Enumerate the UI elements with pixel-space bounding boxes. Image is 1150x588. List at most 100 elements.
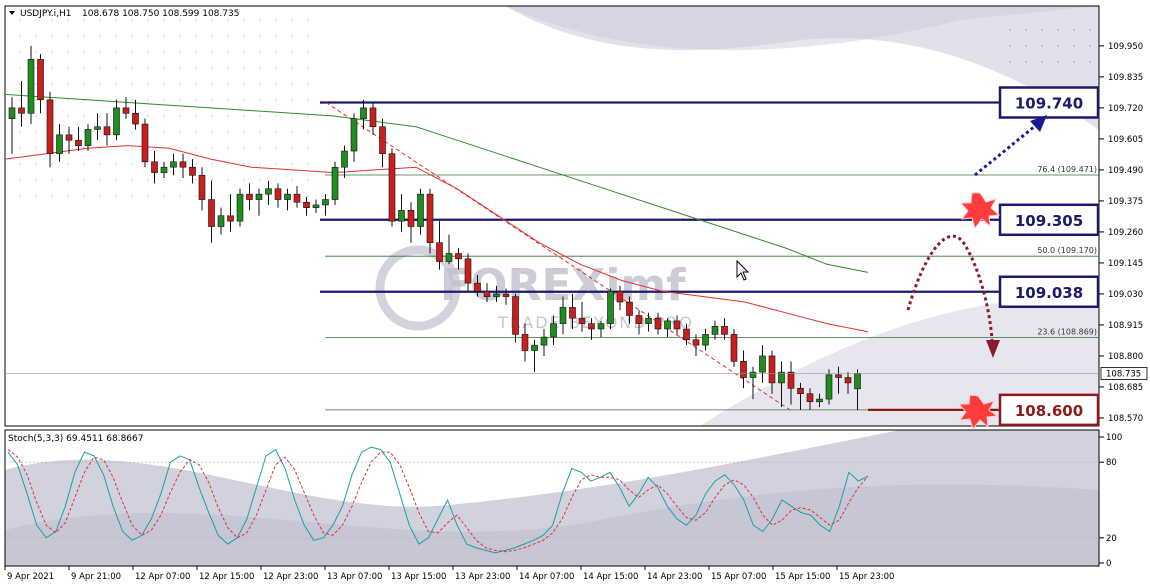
grid-dot bbox=[291, 163, 293, 165]
grid-dot bbox=[51, 35, 53, 37]
grid-dot bbox=[19, 131, 21, 133]
level-label-109.305: 109.305 bbox=[1015, 212, 1083, 230]
candle-body bbox=[550, 323, 557, 338]
candle-body bbox=[664, 320, 671, 330]
grid-dot bbox=[147, 163, 149, 165]
candle-body bbox=[493, 293, 500, 297]
grid-dot bbox=[1009, 45, 1011, 47]
grid-dot bbox=[51, 19, 53, 21]
grid-dot bbox=[179, 99, 181, 101]
grid-dot bbox=[243, 67, 245, 69]
grid-dot bbox=[307, 99, 309, 101]
grid-dot bbox=[35, 179, 37, 181]
level-label-108.600: 108.600 bbox=[1015, 402, 1083, 420]
x-tick-label: 13 Apr 07:00 bbox=[327, 572, 382, 582]
candle-body bbox=[635, 315, 643, 324]
grid-dot bbox=[1089, 45, 1091, 47]
grid-dot bbox=[131, 99, 133, 101]
grid-dot bbox=[307, 35, 309, 37]
candle-body bbox=[588, 323, 595, 330]
candle-body bbox=[208, 199, 215, 227]
y-tick-label: 108.570 bbox=[1108, 414, 1143, 424]
candle-body bbox=[75, 139, 82, 146]
grid-dot bbox=[259, 99, 261, 101]
moving-average-2 bbox=[4, 145, 869, 333]
candle-body bbox=[189, 166, 196, 176]
grid-dot bbox=[51, 51, 53, 53]
grid-dot bbox=[211, 131, 213, 133]
grid-dot bbox=[115, 147, 117, 149]
grid-dot bbox=[35, 99, 37, 101]
grid-dot bbox=[275, 19, 277, 21]
candle-body bbox=[312, 204, 320, 208]
grid-dot bbox=[35, 19, 37, 21]
grid-dot bbox=[67, 99, 69, 101]
candle-body bbox=[455, 253, 462, 260]
stoch-panel-frame bbox=[4, 429, 1100, 567]
candle-body bbox=[236, 193, 244, 222]
y-tick-label: 108.800 bbox=[1108, 352, 1143, 362]
candle-body bbox=[531, 344, 538, 351]
grid-dot bbox=[1025, 45, 1027, 47]
candle-body bbox=[417, 193, 424, 227]
candle-body bbox=[721, 325, 728, 335]
grid-dot bbox=[291, 179, 293, 181]
grid-dot bbox=[259, 19, 261, 21]
grid-dot bbox=[1041, 29, 1043, 31]
burst-icon-109305 bbox=[959, 192, 1001, 230]
grid-dot bbox=[147, 179, 149, 181]
candle-body bbox=[246, 193, 253, 200]
grid-dot bbox=[259, 67, 261, 69]
grid-dot bbox=[19, 147, 21, 149]
grid-dot bbox=[35, 163, 37, 165]
candle-body bbox=[569, 307, 576, 319]
grid-dot bbox=[243, 163, 245, 165]
fib-label-76.4: 76.4 (109.471) bbox=[1037, 165, 1097, 174]
candle-body bbox=[18, 107, 25, 114]
y-tick-label: 109.720 bbox=[1108, 104, 1143, 114]
grid-dot bbox=[195, 179, 197, 181]
grid-dot bbox=[19, 67, 21, 69]
grid-dot bbox=[195, 163, 197, 165]
projection-arrows bbox=[906, 115, 1047, 431]
grid-dot bbox=[163, 115, 165, 117]
grid-dot bbox=[1073, 29, 1075, 31]
grid-dot bbox=[35, 51, 37, 53]
grid-dot bbox=[19, 83, 21, 85]
grid-dot bbox=[99, 195, 101, 197]
chevron-down-icon[interactable] bbox=[9, 11, 15, 15]
grid-dot bbox=[227, 99, 229, 101]
grid-dot bbox=[179, 115, 181, 117]
grid-dot bbox=[67, 115, 69, 117]
grid-dot bbox=[275, 163, 277, 165]
grid-dot bbox=[67, 83, 69, 85]
grid-dot bbox=[51, 179, 53, 181]
grid-dot bbox=[131, 51, 133, 53]
grid-dot bbox=[291, 35, 293, 37]
candle-body bbox=[265, 188, 272, 195]
candle-body bbox=[673, 320, 681, 330]
grid-dot bbox=[131, 195, 133, 197]
grid-dot bbox=[115, 67, 117, 69]
candle-body bbox=[284, 193, 291, 200]
grid-dot bbox=[147, 51, 149, 53]
candle-body bbox=[350, 118, 358, 152]
candle-body bbox=[711, 325, 719, 335]
grid-dot bbox=[179, 67, 181, 69]
grid-dot bbox=[307, 115, 309, 117]
grid-dot bbox=[51, 83, 53, 85]
grid-dot bbox=[227, 179, 229, 181]
grid-dot bbox=[1073, 61, 1075, 63]
grid-dot bbox=[179, 179, 181, 181]
x-tick-label: 12 Apr 23:00 bbox=[263, 572, 318, 582]
y-tick-label: 109.490 bbox=[1108, 166, 1143, 176]
y-tick-label: 109.145 bbox=[1108, 259, 1143, 269]
fib-label-23.6: 23.6 (108.869) bbox=[1037, 327, 1097, 336]
watermark-tagline: TRADE BEYOND PRO bbox=[497, 313, 694, 332]
grid-dot bbox=[1057, 45, 1059, 47]
price-axis: 109.950 109.835 109.720 109.605 109.490 109.3… bbox=[1099, 42, 1148, 424]
y-tick-label: 109.835 bbox=[1108, 73, 1143, 83]
candle-body bbox=[597, 323, 605, 330]
grid-dot bbox=[1089, 61, 1091, 63]
